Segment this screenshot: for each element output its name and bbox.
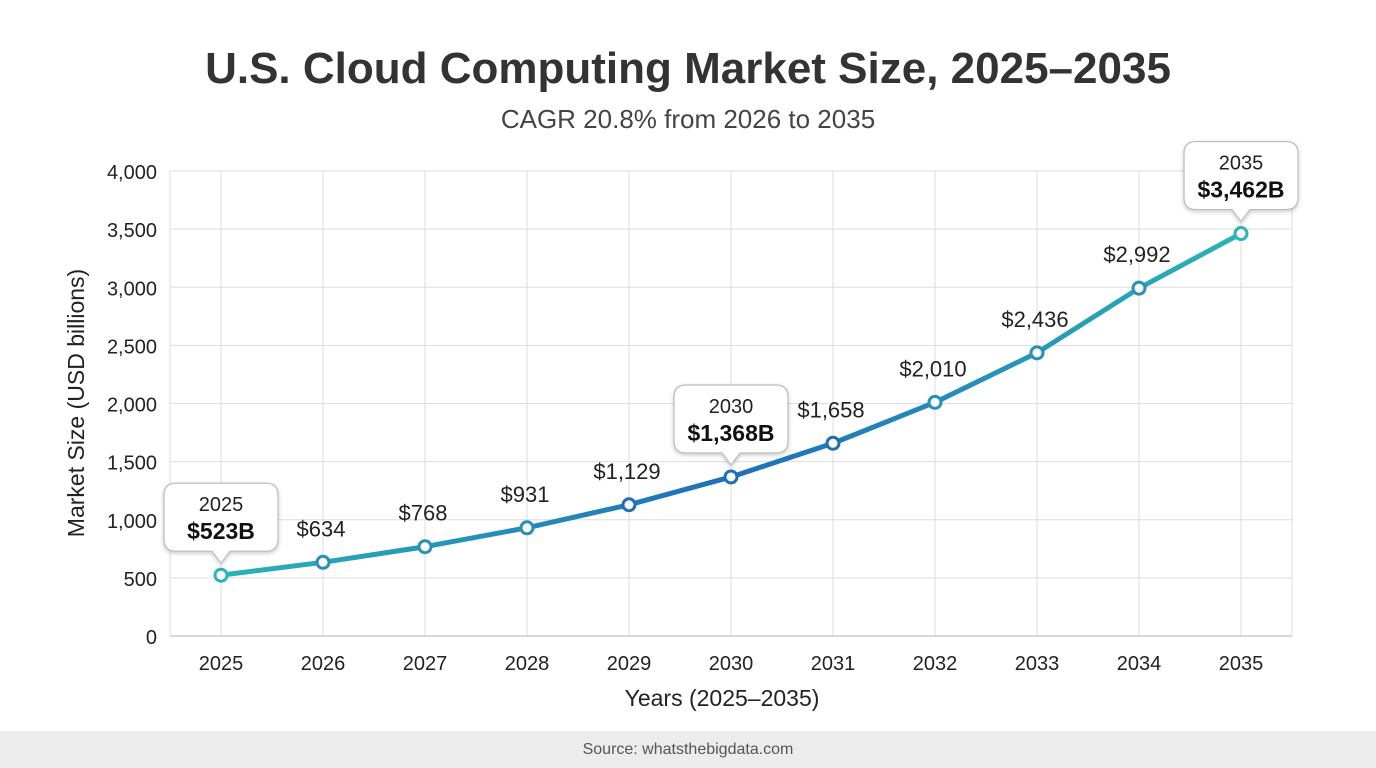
x-tick-label: 2032 bbox=[913, 653, 958, 675]
callout-box bbox=[673, 384, 789, 466]
callout-2025: 2025$523B bbox=[163, 482, 279, 565]
data-label: $2,010 bbox=[899, 356, 966, 381]
callout-value: $1,368B bbox=[688, 420, 775, 446]
axes: 0 500 1,000 1,500 2,000 2,500 3,000 3,500 4,000 2… bbox=[107, 162, 1292, 675]
data-point bbox=[1131, 280, 1147, 296]
data-point bbox=[1233, 226, 1249, 242]
x-tick-label: 2033 bbox=[1015, 653, 1060, 675]
x-tick-label: 2030 bbox=[709, 653, 754, 675]
data-point bbox=[519, 520, 535, 536]
x-tick-label: 2027 bbox=[403, 653, 448, 675]
x-tick-label: 2025 bbox=[199, 653, 244, 675]
x-tick-label: 2035 bbox=[1219, 653, 1264, 675]
data-label: $1,129 bbox=[593, 459, 660, 484]
data-point bbox=[723, 469, 739, 485]
y-axis-title: Market Size (USD billions) bbox=[63, 269, 89, 537]
x-tick-label: 2029 bbox=[607, 653, 652, 675]
x-axis-title: Years (2025–2035) bbox=[625, 685, 820, 711]
data-point bbox=[621, 497, 637, 513]
callout-2030: 2030$1,368B bbox=[673, 384, 789, 466]
callout-year: 2035 bbox=[1219, 153, 1264, 175]
callout-year: 2025 bbox=[199, 494, 244, 516]
callout-year: 2030 bbox=[709, 396, 754, 418]
callout-value: $523B bbox=[187, 518, 255, 544]
data-point bbox=[417, 539, 433, 555]
callout-value: $3,462B bbox=[1198, 177, 1285, 203]
data-label: $931 bbox=[501, 482, 550, 507]
data-point bbox=[315, 554, 331, 570]
source-footer: Source: whatsthebigdata.com bbox=[0, 731, 1376, 768]
line-chart: 0 500 1,000 1,500 2,000 2,500 3,000 3,500 4,000 2… bbox=[63, 140, 1299, 711]
y-tick-label: 500 bbox=[124, 569, 157, 591]
data-point bbox=[213, 567, 229, 583]
x-tick-label: 2031 bbox=[811, 653, 856, 675]
data-labels: $634 $768 $931 $1,129 $1,658 $2,010 $2,436 $2,9… bbox=[297, 242, 1171, 541]
y-tick-label: 2,000 bbox=[107, 395, 157, 417]
data-label: $2,992 bbox=[1103, 242, 1170, 267]
data-label: $634 bbox=[297, 516, 346, 541]
callout-2035: 2035$3,462B bbox=[1183, 140, 1299, 223]
data-point bbox=[825, 435, 841, 451]
x-tick-label: 2034 bbox=[1117, 653, 1162, 675]
callout-box bbox=[1183, 140, 1299, 223]
callouts: 2025$523B 2030$1,368B 2035$3,462B bbox=[163, 140, 1299, 565]
series bbox=[213, 226, 1249, 583]
data-point bbox=[1029, 345, 1045, 361]
y-tick-label: 2,500 bbox=[107, 336, 157, 358]
y-tick-label: 3,500 bbox=[107, 220, 157, 242]
y-tick-label: 1,500 bbox=[107, 453, 157, 475]
grid bbox=[169, 170, 1293, 636]
x-tick-label: 2026 bbox=[301, 653, 346, 675]
data-point bbox=[927, 394, 943, 410]
source-text: Source: whatsthebigdata.com bbox=[582, 741, 794, 758]
data-label: $768 bbox=[399, 501, 448, 526]
callout-box bbox=[163, 482, 279, 565]
y-tick-label: 0 bbox=[146, 627, 157, 649]
chart-subtitle: CAGR 20.8% from 2026 to 2035 bbox=[500, 104, 876, 134]
data-label: $2,436 bbox=[1001, 307, 1068, 332]
y-tick-label: 4,000 bbox=[107, 162, 157, 184]
x-tick-label: 2028 bbox=[505, 653, 550, 675]
data-label: $1,658 bbox=[797, 397, 864, 422]
y-tick-label: 1,000 bbox=[107, 511, 157, 533]
chart-title: U.S. Cloud Computing Market Size, 2025–2… bbox=[205, 44, 1171, 93]
y-tick-label: 3,000 bbox=[107, 278, 157, 300]
